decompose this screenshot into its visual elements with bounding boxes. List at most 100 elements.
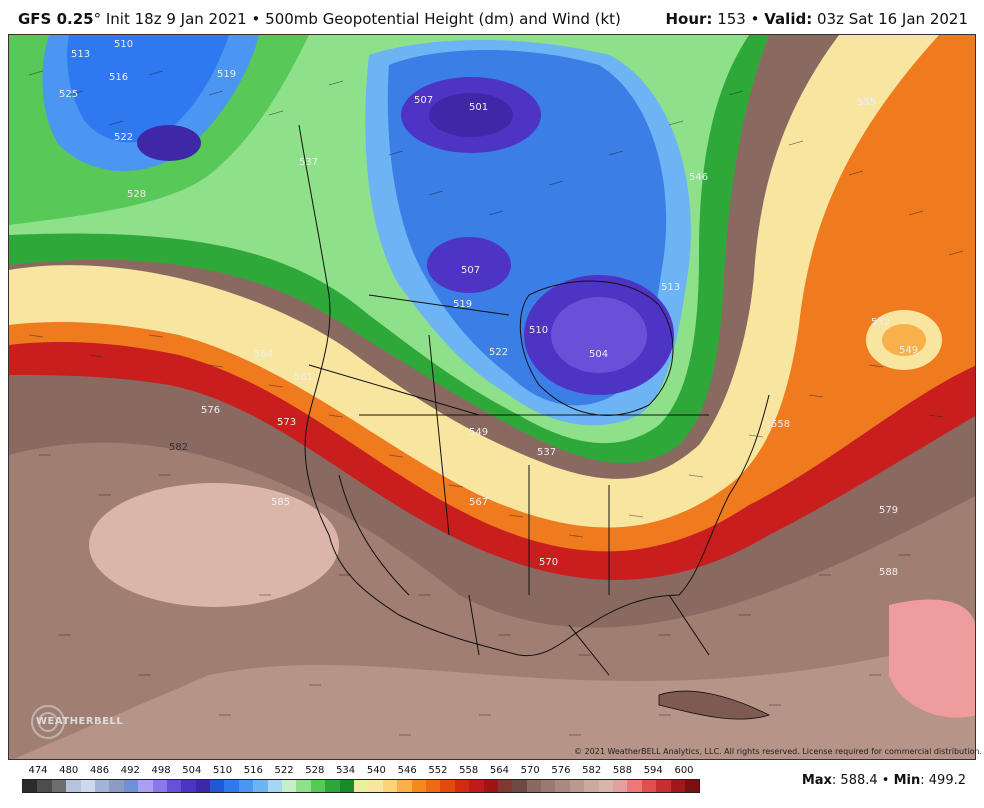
contour-label: 504 — [589, 349, 608, 360]
scale-swatch — [368, 780, 383, 792]
scale-swatch — [497, 780, 513, 792]
contour-label: 519 — [217, 69, 236, 80]
scale-swatch — [51, 780, 67, 792]
scale-label: 594 — [643, 765, 663, 776]
borders — [298, 124, 770, 676]
contour-label: 525 — [59, 89, 78, 100]
scale-swatch — [37, 780, 52, 792]
hudson-low-core — [551, 297, 647, 373]
contour-label: 588 — [879, 567, 898, 578]
title-bullet: • — [251, 10, 261, 28]
valid-label: Valid: — [764, 10, 813, 28]
contour-label: 528 — [127, 189, 146, 200]
map-title: GFS 0.25° Init 18z 9 Jan 2021 • 500mb Ge… — [18, 10, 621, 28]
scale-swatch — [253, 780, 268, 792]
color-scale-labels: 474 480 486 492 498 504 510 516 522 528 534 540 546 5… — [22, 765, 712, 777]
product-name: 500mb Geopotential Height (dm) and Wind … — [265, 10, 621, 28]
contour-label: 570 — [539, 557, 558, 568]
scale-label: 588 — [612, 765, 633, 776]
scale-label: 480 — [59, 765, 79, 776]
scale-swatch — [541, 780, 556, 792]
scale-swatch — [339, 780, 354, 792]
hour-bullet: • — [750, 10, 760, 28]
scale-swatch — [454, 780, 470, 792]
contour-label: 555 — [857, 97, 876, 108]
contour-label: 561 — [294, 372, 313, 383]
scale-swatch — [23, 780, 38, 792]
west-trough-blue-inner — [67, 35, 229, 143]
contour-label: 510 — [114, 39, 133, 50]
scale-swatch — [584, 780, 599, 792]
central-low — [427, 237, 511, 293]
scale-swatch — [569, 780, 585, 792]
scale-swatch — [195, 780, 211, 792]
scale-label: 492 — [120, 765, 140, 776]
scale-swatch — [138, 780, 153, 792]
weather-map[interactable]: 510 513 516 519 522 525 528 537 507 501 … — [8, 34, 976, 760]
scale-label: 570 — [520, 765, 540, 776]
hour-label: Hour: — [665, 10, 713, 28]
scale-label: 510 — [213, 765, 233, 776]
scale-label: 498 — [151, 765, 171, 776]
scale-swatch — [425, 780, 441, 792]
scale-swatch — [526, 780, 542, 792]
scale-swatch — [656, 780, 671, 792]
scale-swatch — [94, 780, 110, 792]
west-low-center — [137, 125, 201, 161]
scale-swatch — [210, 780, 225, 792]
height-field: 510 513 516 519 522 525 528 537 507 501 … — [9, 35, 975, 759]
scale-label: 558 — [459, 765, 479, 776]
scale-swatch — [282, 780, 297, 792]
hour-value: 153 — [717, 10, 746, 28]
scale-swatch — [411, 780, 426, 792]
scale-swatch — [598, 780, 614, 792]
contour-label: 507 — [461, 265, 480, 276]
scale-label: 486 — [89, 765, 110, 776]
yellow-contour-band — [9, 35, 939, 528]
logo-text: WEATHERBELL — [36, 716, 124, 727]
wind-barbs — [28, 70, 964, 736]
scale-label: 522 — [274, 765, 294, 776]
atlantic-cutoff-core — [882, 324, 926, 356]
scale-swatch — [166, 780, 182, 792]
scale-label: 516 — [243, 765, 263, 776]
scale-swatch — [296, 780, 311, 792]
cuba-outline — [658, 690, 771, 720]
scale-label: 564 — [489, 765, 509, 776]
max-value: : 588.4 — [831, 773, 878, 788]
scale-label: 546 — [397, 765, 417, 776]
scale-label: 534 — [336, 765, 356, 776]
contour-label: 546 — [689, 172, 708, 183]
model-name: GFS 0.25 — [18, 10, 94, 28]
scale-label: 552 — [428, 765, 448, 776]
scale-swatch — [469, 780, 484, 792]
contour-label: 513 — [71, 49, 90, 60]
contour-label: 537 — [537, 447, 556, 458]
scale-swatch — [80, 780, 95, 792]
scale-swatch — [152, 780, 167, 792]
scale-swatch — [627, 780, 642, 792]
pacific-high — [89, 483, 339, 607]
contour-label: 579 — [879, 505, 898, 516]
scale-swatch — [670, 780, 685, 792]
scale-swatch — [397, 780, 412, 792]
contour-label: 549 — [899, 345, 918, 356]
contour-label: 507 — [414, 95, 433, 106]
scale-swatch — [325, 780, 340, 792]
contour-label: 549 — [469, 427, 488, 438]
valid-value: 03z Sat 16 Jan 2021 — [816, 10, 968, 28]
scale-label: 582 — [582, 765, 602, 776]
degree-symbol: ° — [93, 10, 102, 28]
scale-label: 528 — [305, 765, 325, 776]
max-min-readout: Max: 588.4 • Min: 499.2 — [802, 773, 966, 788]
contour-label: 552 — [871, 317, 890, 328]
scale-swatch — [66, 780, 81, 792]
scale-swatch — [512, 780, 527, 792]
forecast-hour: Hour: 153 • Valid: 03z Sat 16 Jan 2021 — [665, 10, 968, 28]
copyright-notice: © 2021 WeatherBELL Analytics, LLC. All r… — [574, 747, 982, 756]
scale-swatch — [641, 780, 657, 792]
scale-swatch — [238, 780, 254, 792]
scale-label: 474 — [28, 765, 48, 776]
max-label: Max — [801, 773, 832, 788]
min-label: Min — [893, 773, 921, 788]
